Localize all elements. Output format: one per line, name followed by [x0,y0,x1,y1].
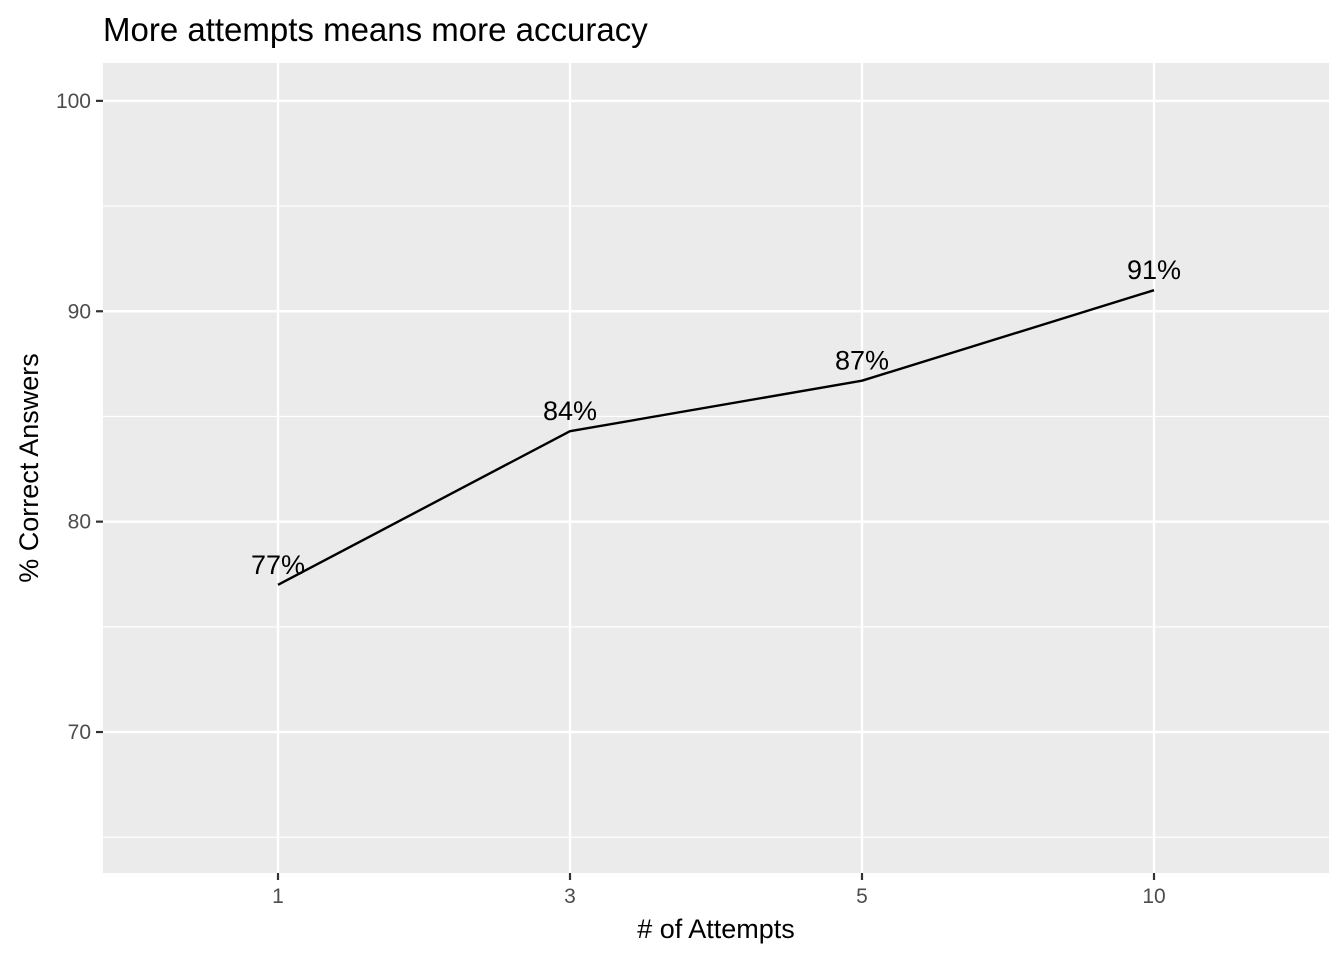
x-tick-label: 1 [272,885,284,908]
data-label: 84% [543,396,597,426]
x-tick-label: 3 [564,885,576,908]
y-axis-title: % Correct Answers [14,353,44,583]
data-series [277,289,1155,586]
data-label: 77% [251,550,305,580]
data-label: 91% [1127,255,1181,285]
plot-panel [103,63,1329,873]
y-tick-label: 70 [68,721,91,744]
series-line [277,289,1155,586]
x-tick-label: 10 [1142,885,1165,908]
y-tick-label: 90 [68,300,91,323]
y-tick-label: 100 [56,90,91,113]
y-tick-label: 80 [68,511,91,534]
data-labels: 77% 84% 87% 91% [251,255,1181,580]
x-axis-title: # of Attempts [637,914,795,944]
grid-lines [103,63,1329,873]
data-label: 87% [835,346,889,376]
x-tick-label: 5 [856,885,868,908]
axes: 70 80 90 100 1 3 5 10 [56,90,1166,908]
chart-title: More attempts means more accuracy [103,11,648,48]
